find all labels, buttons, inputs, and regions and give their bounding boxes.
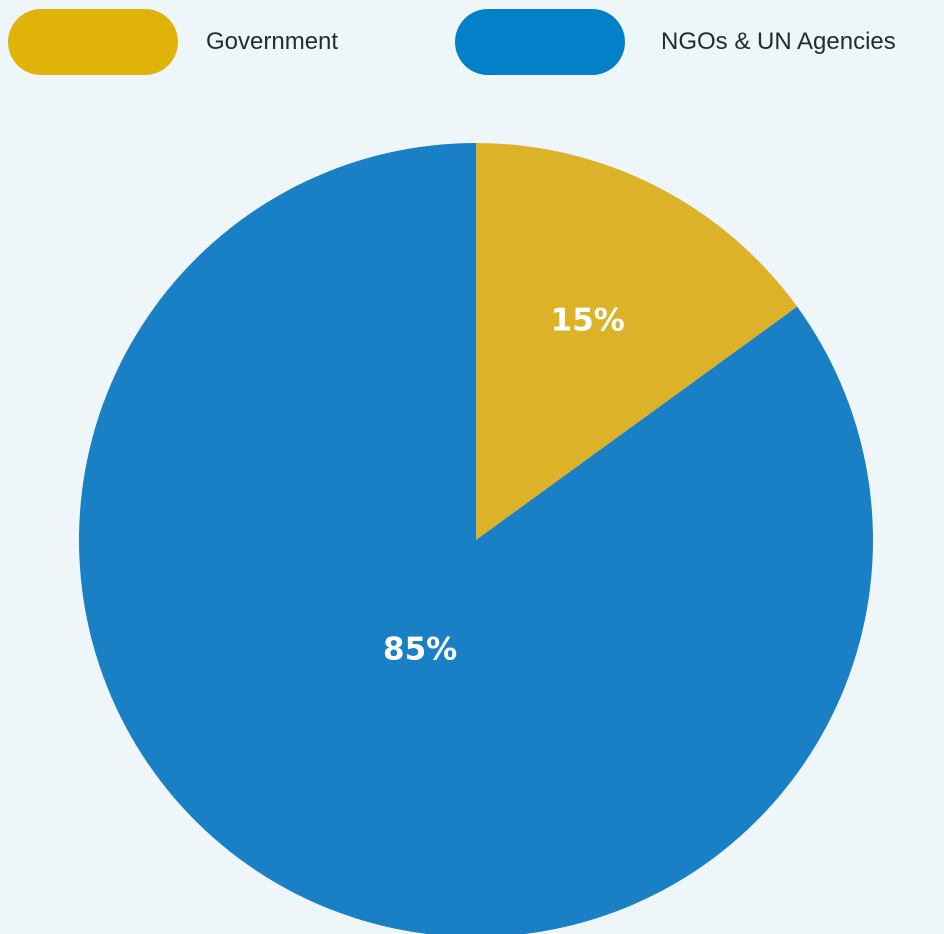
chart-legend: Government NGOs & UN Agencies	[0, 0, 944, 84]
slice-label-ngos-un-agencies: 85%	[383, 632, 457, 668]
legend-swatch-government	[8, 9, 178, 75]
legend-label-ngos-un-agencies: NGOs & UN Agencies	[661, 28, 896, 55]
pie-slice-government	[476, 143, 798, 540]
slice-label-government: 15%	[551, 303, 625, 339]
legend-label-government: Government	[206, 28, 339, 55]
legend-swatch-ngos-un-agencies	[455, 9, 625, 75]
pie-slice-ngos-un-agencies	[79, 143, 873, 934]
legend-item-government: Government	[8, 9, 408, 75]
legend-item-ngos-un-agencies: NGOs & UN Agencies	[455, 9, 944, 75]
